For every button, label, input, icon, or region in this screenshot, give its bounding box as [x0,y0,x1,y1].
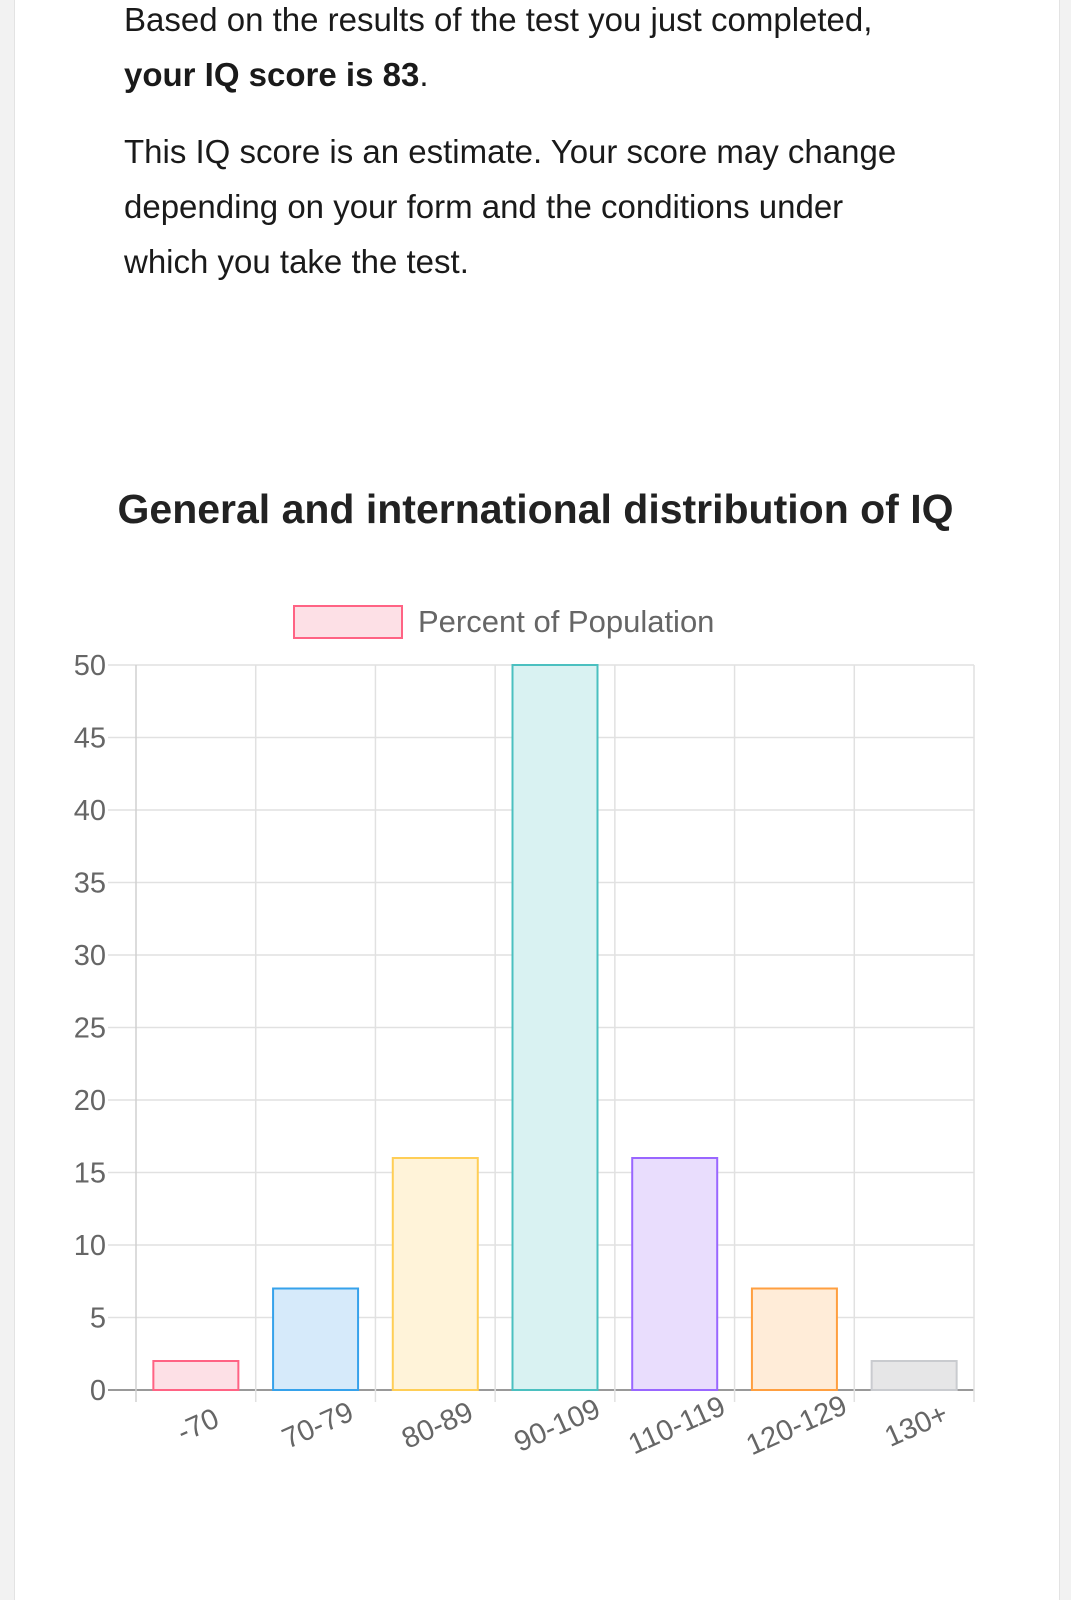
y-tick-label: 50 [74,650,106,682]
x-tick-label: 70-79 [278,1396,359,1455]
chart-title: General and international distribution o… [117,486,954,532]
iq-distribution-chart: Percent of Population 0 5 10 15 20 25 30 35 40 45 5… [74,604,975,1463]
score-text: Based on the results of the test you jus… [124,1,873,38]
x-tick-label: -70 [173,1403,224,1449]
bar-110-119 [631,1157,719,1391]
legend-swatch [293,605,403,639]
x-tick-label: 120-129 [742,1390,852,1463]
bar-90-109 [511,664,599,1391]
y-tick-label: 0 [90,1375,106,1407]
legend-label: Percent of Population [418,604,714,639]
bar-120-129 [750,1287,838,1391]
x-tick-label: 110-119 [624,1390,730,1461]
y-tick-label: 45 [74,723,106,755]
y-tick-label: 40 [74,795,106,827]
y-tick-label: 10 [74,1230,106,1262]
score-period: . [419,56,429,93]
y-tick-label: 25 [74,1013,106,1045]
intro-text: Based on the results of the test you jus… [124,0,924,311]
y-tick-label: 30 [74,940,106,972]
bar-80-89 [391,1157,479,1391]
y-tick-label: 5 [90,1303,106,1335]
score-paragraph: Based on the results of the test you jus… [124,0,924,102]
y-tick-label: 20 [74,1085,106,1117]
bar-130+ [870,1360,958,1391]
y-tick-label: 15 [74,1158,106,1190]
x-tick-label: 130+ [880,1398,953,1454]
bar--70 [152,1360,240,1391]
iq-score: your IQ score is 83 [124,56,420,93]
y-tick-label: 35 [74,868,106,900]
x-tick-label: 80-89 [397,1396,478,1455]
estimate-paragraph: This IQ score is an estimate. Your score… [124,133,897,280]
x-tick-label: 90-109 [510,1393,606,1459]
bar-70-79 [272,1287,360,1391]
